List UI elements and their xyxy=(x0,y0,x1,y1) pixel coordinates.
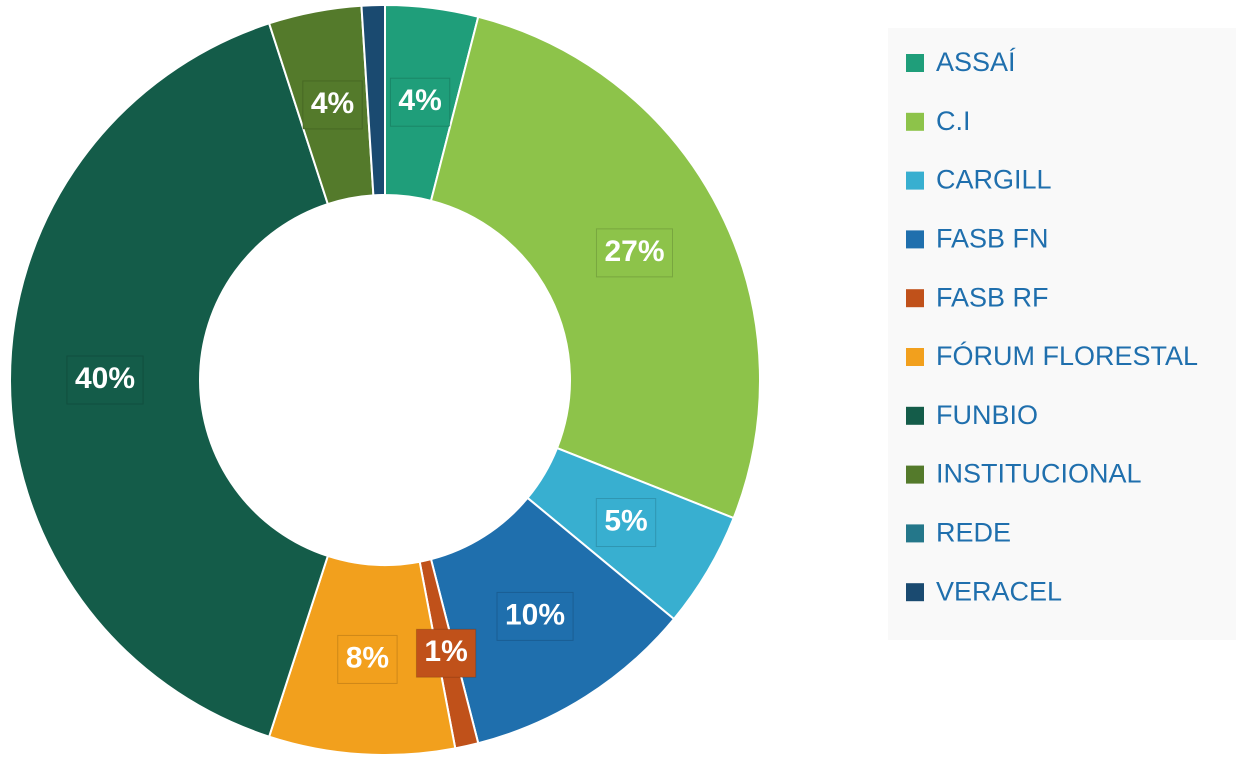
legend-label: ASSAÍ xyxy=(936,47,1016,77)
slice xyxy=(9,22,330,738)
data-label-box xyxy=(595,228,674,278)
legend-label: FASB RF xyxy=(936,282,1049,312)
data-label: 5% xyxy=(604,504,647,537)
data-label-box xyxy=(415,628,477,678)
data-label: 4% xyxy=(398,84,441,117)
legend-label: FÓRUM FLORESTAL xyxy=(936,340,1198,371)
legend-swatch xyxy=(906,583,924,602)
data-label-box xyxy=(595,498,657,548)
legend-label: CARGILL xyxy=(936,165,1052,195)
data-label: 10% xyxy=(505,598,565,631)
data-label-box xyxy=(389,77,451,127)
data-label-box xyxy=(337,634,398,684)
legend-label: FASB FN xyxy=(936,224,1049,254)
legend-label: REDE xyxy=(936,518,1011,548)
data-label: 4% xyxy=(311,87,354,120)
data-label: 1% xyxy=(424,635,467,668)
legend-swatch xyxy=(906,348,924,366)
legend-swatch xyxy=(906,524,924,543)
slice xyxy=(429,15,761,520)
legend-label: INSTITUCIONAL xyxy=(936,459,1142,489)
data-label-box xyxy=(302,80,363,130)
slice xyxy=(360,3,386,197)
data-label-box xyxy=(66,355,144,405)
legend-swatch xyxy=(906,465,924,484)
legend-box xyxy=(888,28,1236,640)
data-label: 40% xyxy=(75,362,135,395)
data-label: 27% xyxy=(604,235,664,268)
legend-label: VERACEL xyxy=(936,576,1062,606)
legend-swatch xyxy=(906,54,924,72)
legend-swatch xyxy=(906,112,924,131)
legend-label: C.I xyxy=(936,106,971,136)
legend-swatch xyxy=(906,406,924,425)
legend-swatch xyxy=(906,171,924,190)
data-label-box xyxy=(496,591,574,641)
legend-label: FUNBIO xyxy=(936,400,1038,430)
data-label: 8% xyxy=(346,641,389,674)
legend-swatch xyxy=(906,289,924,308)
legend-swatch xyxy=(906,230,924,249)
